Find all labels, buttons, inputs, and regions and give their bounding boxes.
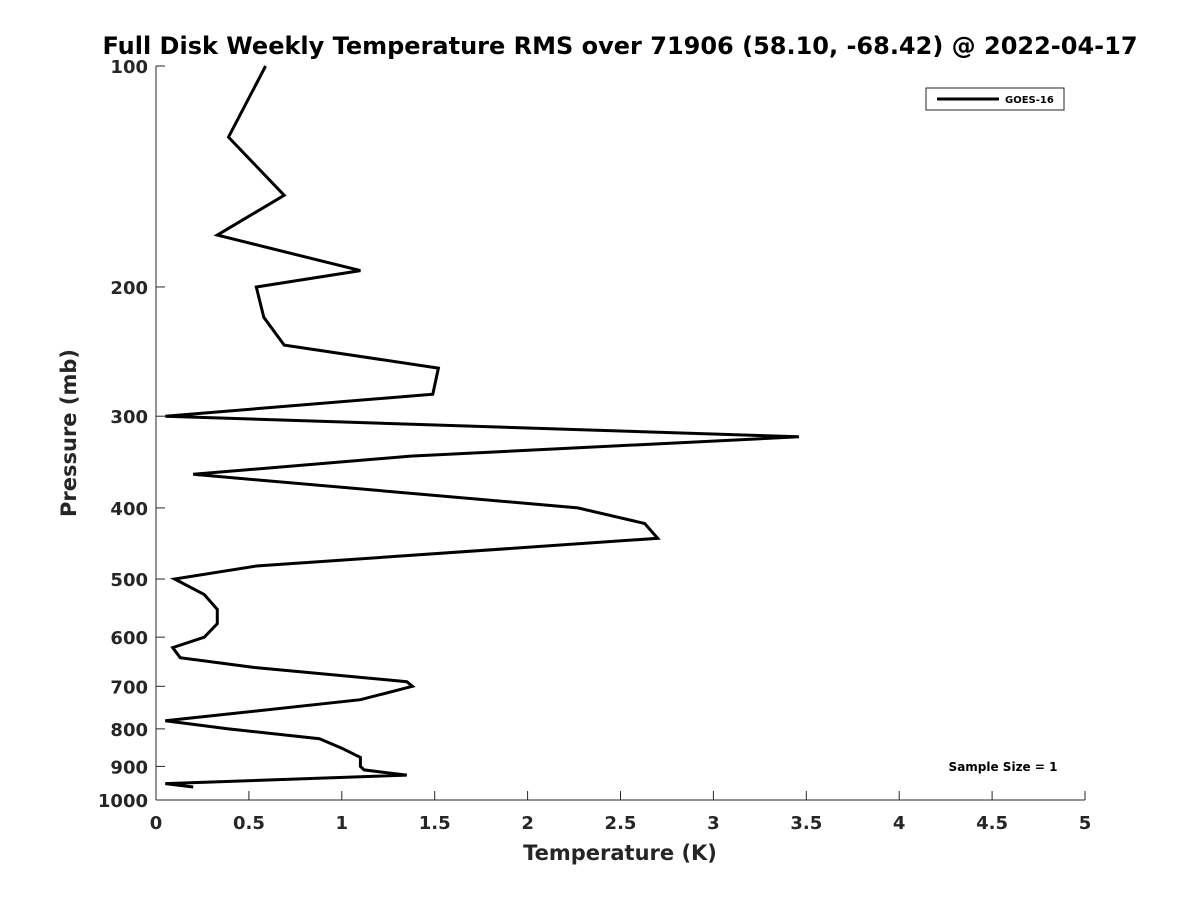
y-tick-label: 700 — [110, 677, 148, 698]
x-tick-label: 5 — [1079, 813, 1092, 834]
chart-title: Full Disk Weekly Temperature RMS over 71… — [102, 32, 1137, 60]
legend: GOES-16 — [925, 87, 1065, 111]
y-axis-label: Pressure (mb) — [57, 349, 81, 517]
x-tick-label: 2.5 — [605, 813, 637, 834]
y-ticks: 100 200 300 400 500 600 700 800 900 1000 — [98, 57, 165, 812]
y-tick-label: 100 — [110, 57, 148, 78]
x-tick-label: 3.5 — [790, 813, 822, 834]
series-line-goes-16 — [165, 65, 799, 789]
x-tick-label: 0.5 — [233, 813, 265, 834]
x-axis-label: Temperature (K) — [523, 841, 717, 865]
axes — [155, 66, 1085, 801]
x-tick-label: 1.5 — [419, 813, 451, 834]
y-tick-label: 800 — [110, 720, 148, 741]
y-tick-label: 1000 — [98, 791, 148, 812]
x-tick-label: 4.5 — [976, 813, 1008, 834]
x-tick-label: 4 — [893, 813, 906, 834]
series-layer — [165, 65, 799, 789]
x-tick-label: 1 — [336, 813, 349, 834]
y-tick-label: 900 — [110, 757, 148, 778]
y-tick-label: 400 — [110, 499, 148, 520]
x-ticks: 0 0.5 1 1.5 2 2.5 3 3.5 4 4.5 5 — [150, 791, 1092, 834]
x-tick-label: 3 — [707, 813, 720, 834]
legend-label: GOES-16 — [1005, 95, 1054, 106]
x-tick-label: 0 — [150, 813, 163, 834]
sample-size-annotation: Sample Size = 1 — [949, 760, 1058, 774]
y-tick-label: 500 — [110, 570, 148, 591]
y-tick-label: 600 — [110, 628, 148, 649]
x-tick-label: 2 — [521, 813, 534, 834]
y-tick-label: 200 — [110, 278, 148, 299]
y-tick-label: 300 — [110, 407, 148, 428]
